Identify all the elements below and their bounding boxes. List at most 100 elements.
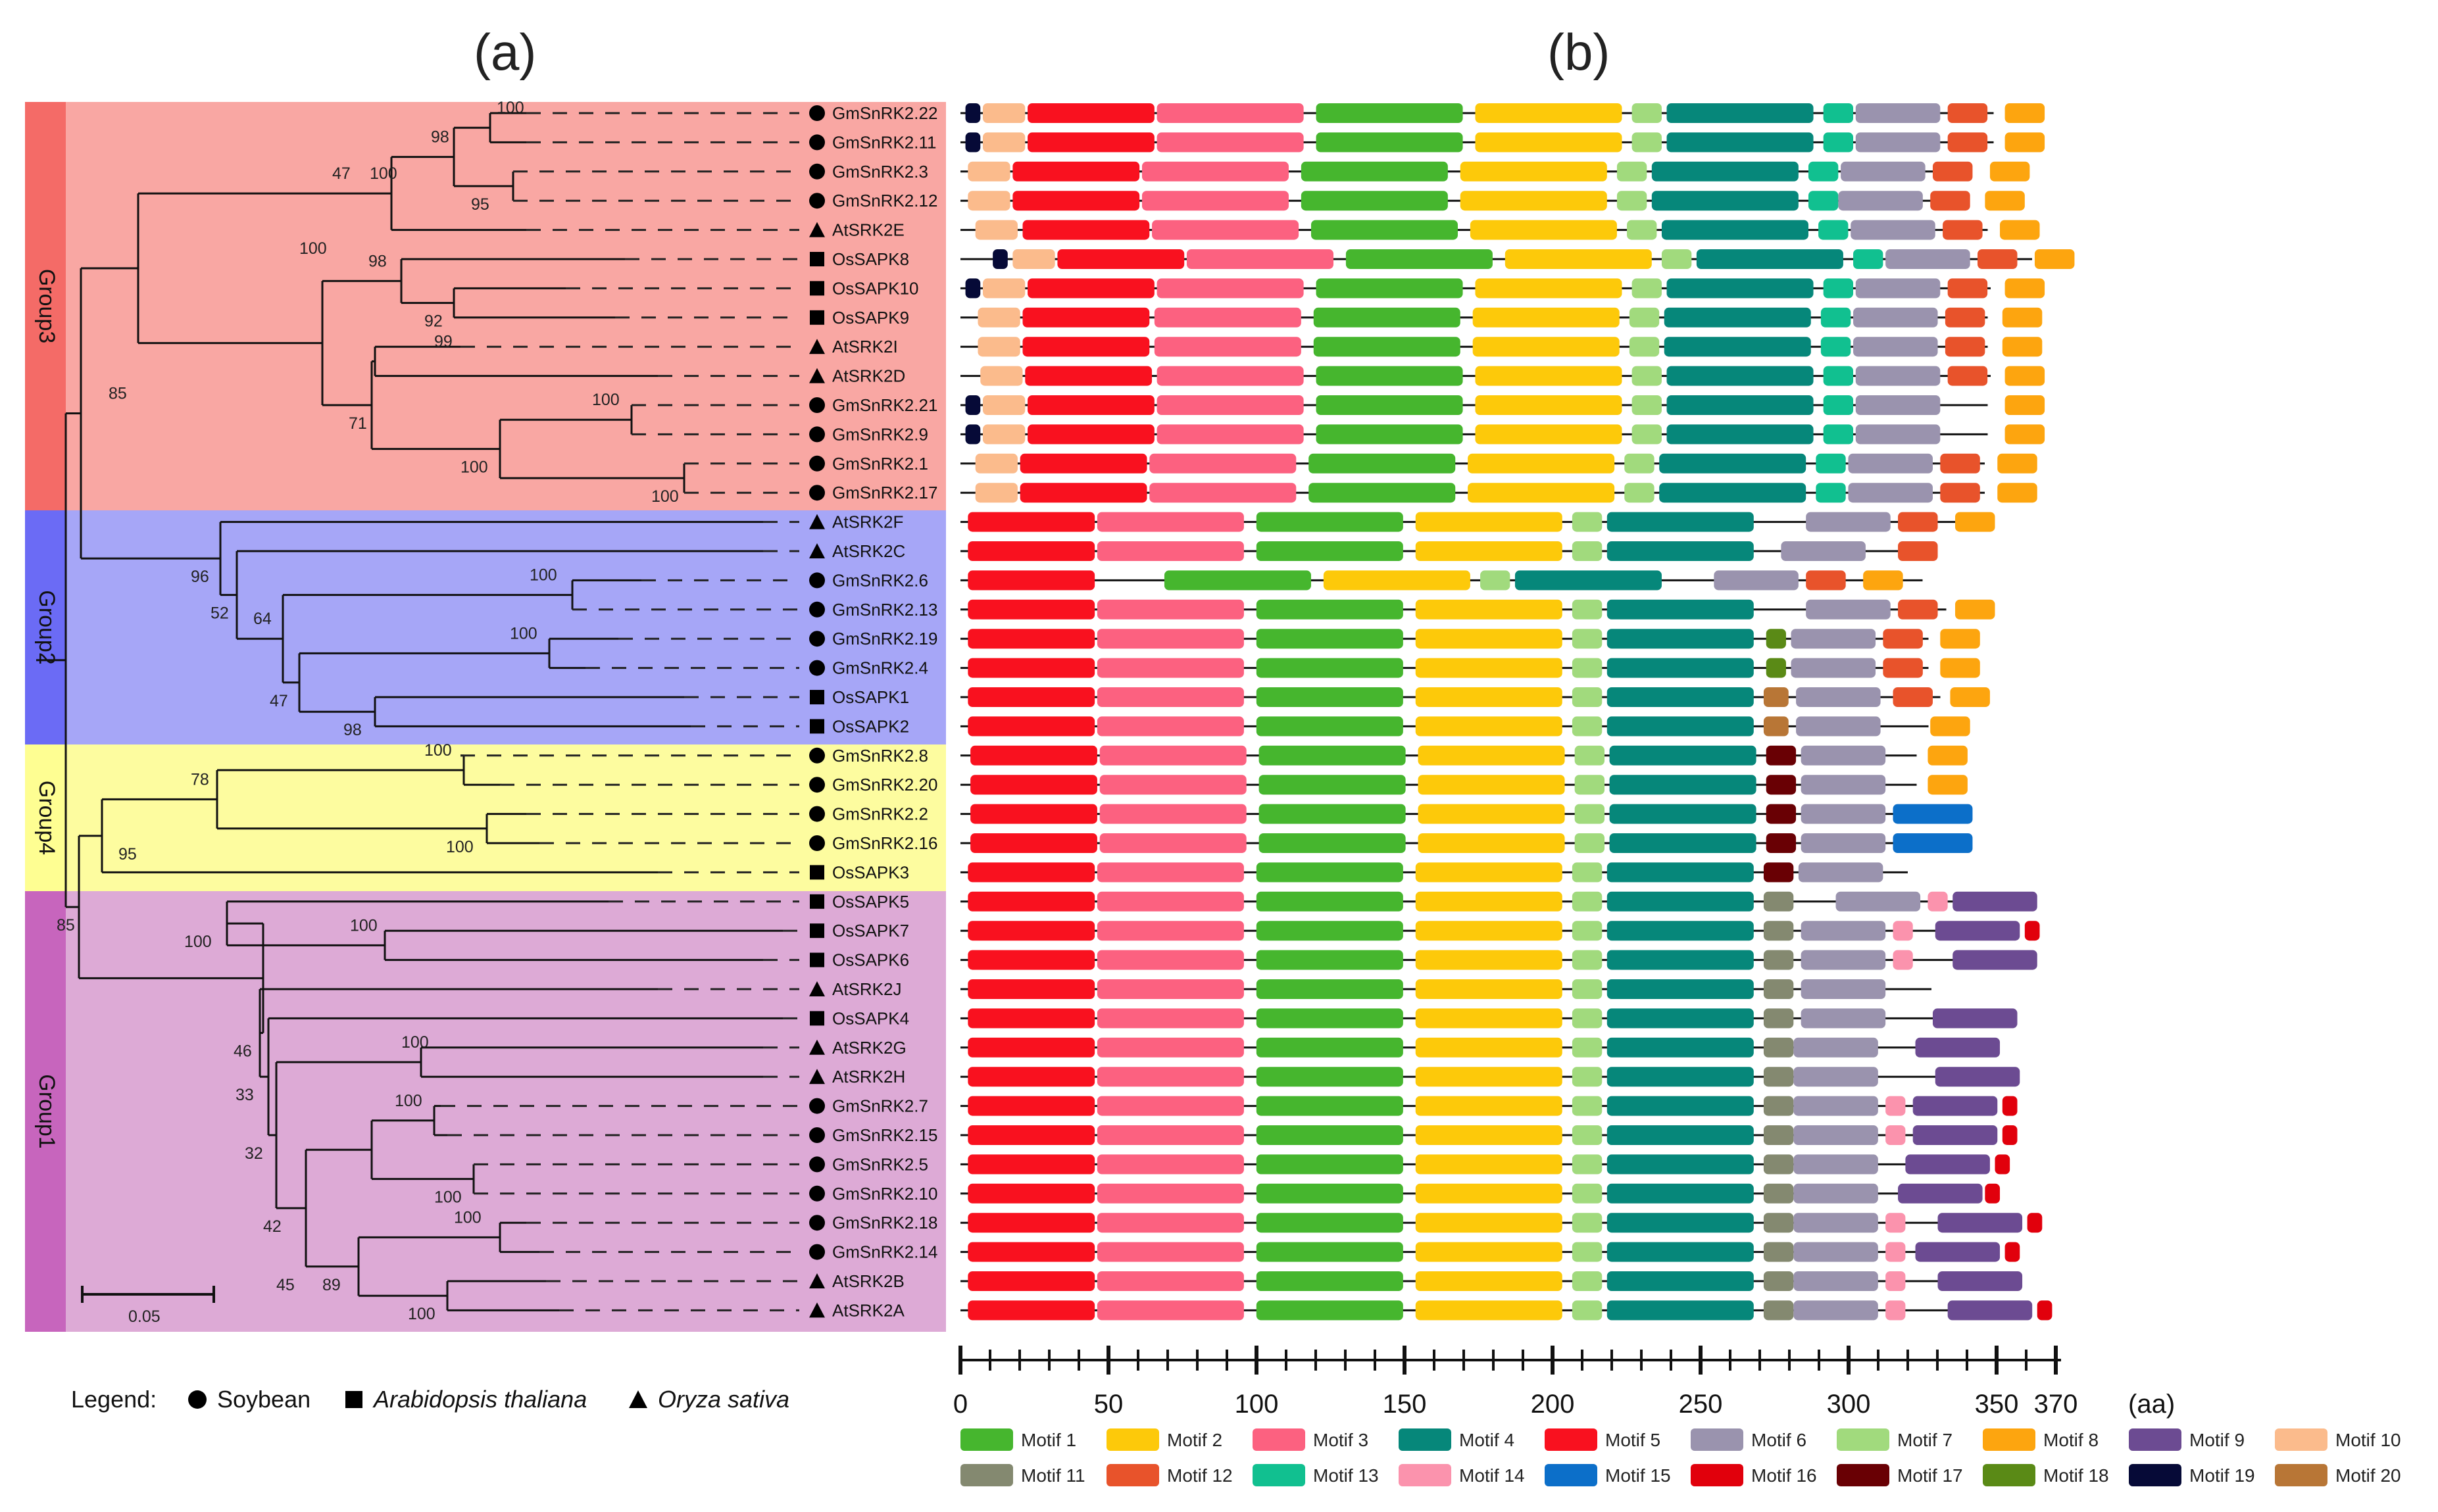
motif-16-block bbox=[2024, 921, 2040, 941]
legend-label: Motif 17 bbox=[1897, 1465, 1963, 1486]
gene-label: OsSAPK7 bbox=[832, 921, 909, 940]
arabidopsis-marker bbox=[810, 952, 824, 967]
motif-4-block bbox=[1606, 979, 1754, 999]
motif-2-block bbox=[1415, 658, 1562, 678]
bootstrap-label: 64 bbox=[253, 610, 272, 628]
motif-7-block bbox=[1616, 161, 1647, 182]
legend-swatch bbox=[1983, 1428, 2035, 1451]
motif-5-block bbox=[970, 775, 1097, 795]
legend-item: Motif 16 bbox=[1691, 1464, 1817, 1486]
soybean-marker bbox=[809, 631, 825, 647]
motif-2-block bbox=[1415, 950, 1562, 970]
motif-5-block bbox=[968, 1213, 1095, 1233]
motif-2-block bbox=[1415, 541, 1562, 561]
motif-6-block bbox=[1801, 775, 1886, 795]
motif-row bbox=[960, 1154, 2010, 1175]
motif-5-block bbox=[970, 745, 1097, 766]
motif-8-block bbox=[1997, 453, 2037, 474]
motif-row bbox=[960, 804, 1973, 824]
motif-row bbox=[960, 1067, 2020, 1087]
motif-11-block bbox=[1763, 1300, 1794, 1321]
motif-2-block bbox=[1505, 249, 1652, 269]
motif-8-block bbox=[2004, 132, 2045, 153]
gene-label: AtSRK2F bbox=[832, 512, 903, 532]
gene-label: OsSAPK9 bbox=[832, 308, 909, 328]
motif-6-block bbox=[1793, 1183, 1878, 1204]
motif-2-block bbox=[1415, 1037, 1562, 1058]
motif-1-block bbox=[1256, 658, 1403, 678]
legend-swatch bbox=[2275, 1428, 2327, 1451]
bootstrap-label: 89 bbox=[322, 1276, 341, 1294]
gene-label: OsSAPK3 bbox=[832, 862, 909, 882]
bootstrap-label: 46 bbox=[234, 1042, 252, 1061]
motif-7-block bbox=[1572, 512, 1603, 532]
motif-6-block bbox=[1793, 1213, 1878, 1233]
motif-5-block bbox=[968, 1183, 1095, 1204]
motif-1-block bbox=[1308, 453, 1456, 474]
motif-10-block bbox=[983, 103, 1026, 123]
motif-9-block bbox=[1898, 1183, 1983, 1204]
motif-4-block bbox=[1606, 1067, 1754, 1087]
motif-3-block bbox=[1097, 862, 1244, 883]
bootstrap-label: 100 bbox=[395, 1092, 422, 1110]
arabidopsis-marker bbox=[810, 719, 824, 734]
motif-6-block bbox=[1801, 1008, 1886, 1029]
motif-16-block bbox=[2002, 1125, 2018, 1145]
legend-label: Motif 20 bbox=[2335, 1465, 2401, 1486]
motif-3-block bbox=[1152, 220, 1299, 240]
soybean-marker bbox=[809, 572, 825, 589]
motif-4-block bbox=[1606, 862, 1754, 883]
motif-1-block bbox=[1316, 395, 1463, 415]
motif-4-block bbox=[1666, 278, 1814, 299]
motif-row bbox=[960, 745, 1968, 766]
species-legend-label: Arabidopsis thaliana bbox=[372, 1386, 587, 1413]
motif-10-block bbox=[978, 337, 1020, 357]
motif-5-block bbox=[1028, 278, 1155, 299]
oryza-marker bbox=[809, 1273, 825, 1288]
gene-label: GmSnRK2.5 bbox=[832, 1154, 928, 1174]
motif-7-block bbox=[1661, 249, 1692, 269]
motif-8-block bbox=[1997, 483, 2037, 503]
species-legend-title: Legend: bbox=[71, 1386, 157, 1413]
bootstrap-label: 98 bbox=[368, 252, 387, 270]
motif-6-block bbox=[1793, 1067, 1878, 1087]
motif-8-block bbox=[1940, 658, 1980, 678]
motif-5-block bbox=[968, 1154, 1095, 1175]
motif-3-block bbox=[1097, 629, 1244, 649]
motif-3-block bbox=[1097, 1008, 1244, 1029]
axis-unit: (aa) bbox=[2128, 1390, 2175, 1419]
gene-label: AtSRK2J bbox=[832, 979, 902, 999]
motif-5-block bbox=[968, 1271, 1095, 1291]
motif-5-block bbox=[1028, 395, 1155, 415]
motif-8-block bbox=[1989, 161, 2030, 182]
motif-3-block bbox=[1097, 1037, 1244, 1058]
group-bg-group3 bbox=[66, 102, 946, 510]
motif-7-block bbox=[1572, 1037, 1603, 1058]
motif-6-block bbox=[1806, 512, 1891, 532]
motif-19-block bbox=[965, 424, 981, 445]
motif-3-block bbox=[1097, 1096, 1244, 1116]
motif-6-block bbox=[1801, 921, 1886, 941]
motif-6-block bbox=[1853, 307, 1938, 328]
motif-3-block bbox=[1099, 833, 1247, 853]
motif-row bbox=[960, 891, 2037, 912]
motif-7-block bbox=[1572, 1213, 1603, 1233]
motif-6-block bbox=[1801, 745, 1886, 766]
motif-7-block bbox=[1574, 745, 1605, 766]
legend-item: Motif 13 bbox=[1253, 1464, 1379, 1486]
phylogenetic-tree bbox=[36, 112, 799, 1311]
motif-2-block bbox=[1415, 1154, 1562, 1175]
motif-2-block bbox=[1418, 745, 1565, 766]
motif-2-block bbox=[1415, 512, 1562, 532]
motif-6-block bbox=[1801, 950, 1886, 970]
motif-3-block bbox=[1186, 249, 1333, 269]
motif-5-block bbox=[968, 1125, 1095, 1145]
motif-6-block bbox=[1781, 541, 1866, 561]
motif-6-block bbox=[1793, 1037, 1878, 1058]
motif-10-block bbox=[968, 191, 1010, 211]
group-label-group2: Group2 bbox=[34, 590, 59, 664]
motif-6-block bbox=[1796, 687, 1881, 707]
legend-item: Motif 4 bbox=[1399, 1428, 1514, 1451]
motif-4-block bbox=[1606, 1125, 1754, 1145]
motif-9-block bbox=[1935, 921, 2020, 941]
